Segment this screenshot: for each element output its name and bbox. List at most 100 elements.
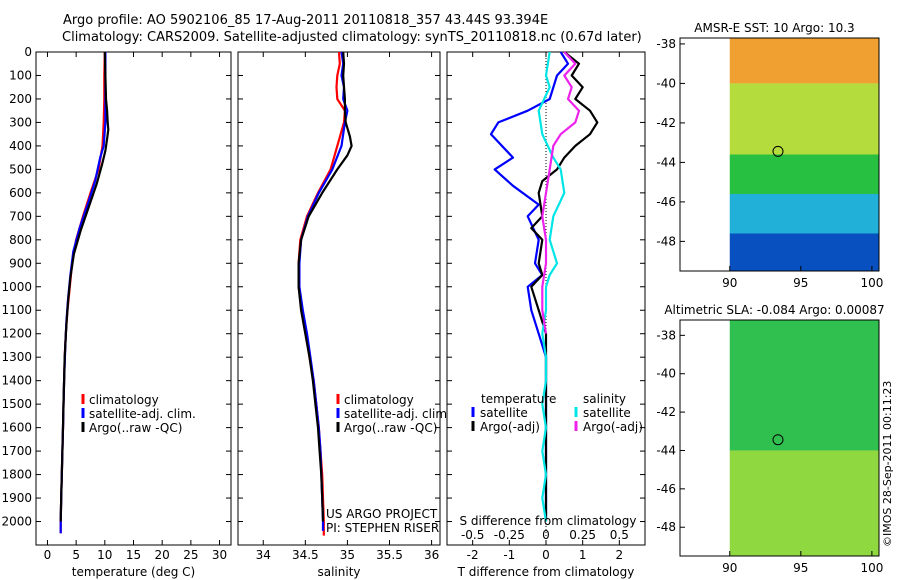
x-tick-label: 95 [793, 276, 808, 290]
figure-title-line2: Climatology: CARS2009. Satellite-adjuste… [62, 30, 642, 45]
x-axis-label: temperature (deg C) [72, 565, 195, 579]
y-tick-label: 700 [9, 209, 32, 223]
map-title: Altimetric SLA: -0.084 Argo: 0.00087 [664, 303, 884, 317]
x-tick-label: 1 [579, 548, 587, 562]
x-tick-label: 5 [72, 548, 80, 562]
y-tick-label: -42 [656, 116, 676, 130]
x-tick-label: 25 [183, 548, 198, 562]
top-axis-tick-label: -0.5 [461, 528, 484, 542]
x-tick-label: 34 [256, 548, 271, 562]
map-frame [679, 37, 880, 272]
series-line [541, 51, 581, 334]
legend-label: Argo(-adj) [583, 420, 643, 434]
legend-label: satellite-adj. clim. [89, 407, 196, 421]
salinity-profile-panel: 34 34.5 35 35.5 36 salinity climatologysatelli… [237, 51, 451, 579]
plot-area [35, 51, 232, 546]
x-axis-label: T difference from climatology [457, 565, 635, 579]
x-tick-label: 30 [212, 548, 227, 562]
legend-label: satellite [480, 406, 528, 420]
x-tick-label: 15 [126, 548, 141, 562]
y-tick-label: 1300 [1, 350, 32, 364]
y-tick-label: -42 [656, 405, 676, 419]
y-tick-label: 100 [9, 68, 32, 82]
top-axis-tick-label: 0 [542, 528, 550, 542]
map-color-band [729, 193, 879, 234]
y-tick-label: 1500 [1, 397, 32, 411]
y-tick-label: 1900 [1, 491, 32, 505]
plot-area [237, 51, 441, 546]
y-tick-label: 1200 [1, 327, 32, 341]
sst-map-panel: AMSR-E SST: 10 Argo: 10.3 -38 -40 -42 -44 -46… [656, 21, 883, 290]
x-tick-label: 100 [860, 276, 883, 290]
legend-label: climatology [89, 393, 159, 407]
y-tick-label: -48 [656, 520, 676, 534]
argo-location-marker [772, 145, 784, 157]
argo-location-marker [772, 434, 784, 446]
map-frame [679, 319, 880, 557]
x-tick-label: 34.5 [292, 548, 319, 562]
y-tick-label: 1800 [1, 468, 32, 482]
y-tick-label: 900 [9, 256, 32, 270]
x-tick-label: -1 [503, 548, 515, 562]
y-tick-label: 500 [9, 162, 32, 176]
legend-label: Argo(..raw -QC) [344, 421, 437, 435]
x-tick-label: 0 [542, 548, 550, 562]
legend-label: Argo(-adj) [480, 420, 540, 434]
y-tick-label: -46 [656, 482, 676, 496]
map-color-band [729, 320, 879, 451]
x-tick-label: 0 [44, 548, 52, 562]
y-tick-label: -40 [656, 367, 676, 381]
temperature-profile-panel: 0 5 10 15 20 25 300100200300400500600700800900… [1, 45, 232, 579]
series-line [297, 51, 353, 522]
y-tick-label: -48 [656, 234, 676, 248]
x-tick-label: 10 [97, 548, 112, 562]
y-tick-label: -38 [656, 328, 676, 342]
sla-map-panel: Altimetric SLA: -0.084 Argo: 0.00087 -38 -… [656, 303, 884, 575]
y-tick-label: 200 [9, 92, 32, 106]
legend-heading-salinity: salinity [583, 392, 626, 406]
legend-heading-temperature: temperature [481, 392, 556, 406]
x-tick-label: 95 [793, 561, 808, 575]
y-tick-label: 1700 [1, 444, 32, 458]
map-color-band [729, 83, 879, 155]
figure-title-line1: Argo profile: AO 5902106_85 17-Aug-2011 … [63, 13, 548, 28]
top-axis-tick-label: 0.5 [610, 528, 629, 542]
x-tick-label: 90 [722, 561, 737, 575]
pi-annotation: PI: STEPHEN RISER [326, 521, 439, 535]
x-tick-label: 100 [860, 561, 883, 575]
series-line [59, 51, 110, 522]
y-tick-label: 1600 [1, 421, 32, 435]
difference-profile-panel: -2 -1 0 1 2 T difference from climatology S di… [446, 51, 646, 579]
x-tick-label: 36 [424, 548, 439, 562]
top-axis-label: S difference from climatology [460, 514, 637, 528]
map-color-band [729, 233, 879, 271]
map-title: AMSR-E SST: 10 Argo: 10.3 [694, 21, 854, 35]
y-tick-label: -46 [656, 195, 676, 209]
imos-timestamp: ©IMOS 28-Sep-2011 00:11:23 [881, 381, 894, 547]
y-tick-label: 800 [9, 233, 32, 247]
x-tick-label: 90 [722, 276, 737, 290]
series-line [537, 51, 566, 522]
x-tick-label: -2 [467, 548, 479, 562]
y-tick-label: -44 [656, 155, 676, 169]
legend-label: satellite [583, 406, 631, 420]
y-tick-label: 1000 [1, 280, 32, 294]
y-tick-label: 1400 [1, 374, 32, 388]
y-tick-label: 300 [9, 115, 32, 129]
x-tick-label: 35 [340, 548, 355, 562]
project-annotation: US ARGO PROJECT [326, 507, 438, 521]
y-tick-label: 2000 [1, 515, 32, 529]
y-tick-label: -38 [656, 37, 676, 51]
x-tick-label: 20 [155, 548, 170, 562]
legend-label: Argo(..raw -QC) [89, 421, 182, 435]
legend-label: satellite-adj. clim. [344, 407, 451, 421]
top-axis-tick-label: -0.25 [494, 528, 525, 542]
y-tick-label: 400 [9, 139, 32, 153]
x-tick-label: 35.5 [376, 548, 403, 562]
map-color-band [729, 38, 879, 84]
y-tick-label: 1100 [1, 303, 32, 317]
y-tick-label: -40 [656, 76, 676, 90]
legend-label: climatology [344, 393, 414, 407]
x-tick-label: 2 [616, 548, 624, 562]
